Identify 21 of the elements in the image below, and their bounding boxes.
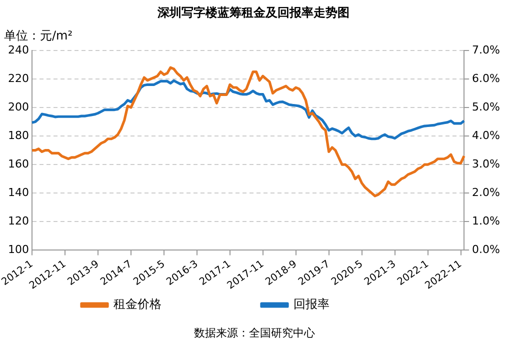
y-tick-label: 200: [8, 100, 30, 114]
y-tick-label: 100: [8, 243, 30, 256]
legend-label: 租金价格: [114, 297, 258, 312]
y-tick-label: 120: [8, 214, 30, 228]
y-axis-title: 单位：元/m²: [4, 28, 73, 43]
y2-tick-label: 4.0%: [472, 128, 500, 142]
y-tick-label: 240: [8, 43, 30, 56]
y2-tick-label: 3.0%: [472, 157, 500, 170]
y2-tick-label: 7.0%: [472, 43, 500, 56]
y2-tick-label: 1.0%: [472, 214, 500, 228]
y-tick-label: 140: [8, 186, 30, 199]
y2-tick-label: 2.0%: [472, 186, 500, 199]
source-note: 数据来源：全国研究中心: [194, 326, 315, 340]
y-tick-label: 160: [8, 157, 30, 170]
y-tick-label: 180: [8, 128, 30, 142]
y2-tick-label: 0.0%: [472, 243, 500, 256]
y2-tick-label: 6.0%: [472, 72, 500, 85]
y-tick-label: 220: [8, 72, 30, 85]
legend-label: 回报率: [294, 297, 426, 312]
chart-title: 深圳写字楼蓝筹租金及回报率走势图: [156, 5, 350, 20]
y2-tick-label: 5.0%: [472, 100, 500, 114]
